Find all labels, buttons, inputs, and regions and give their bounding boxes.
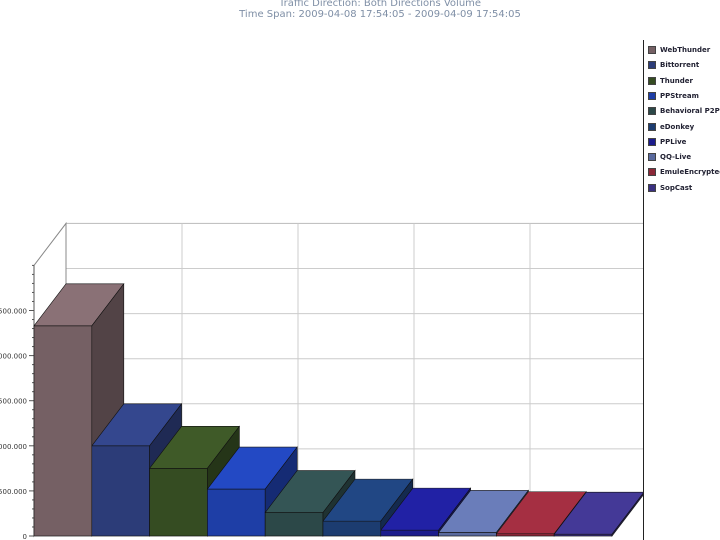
bar-front <box>380 529 439 537</box>
bar-front <box>438 532 497 537</box>
y-tick-label: 500.000 <box>0 488 27 496</box>
legend-swatch <box>648 46 656 54</box>
legend-label: PPLive <box>660 137 687 146</box>
legend-item: eDonkey <box>648 121 694 133</box>
chart-titles: Traffic Direction: Both Directions Volum… <box>0 0 720 20</box>
y-tick-label: 2000.000 <box>0 353 27 361</box>
legend-swatch <box>648 168 656 177</box>
legend-swatch <box>648 183 656 192</box>
legend-item: PPStream <box>648 90 699 102</box>
legend-swatch <box>648 107 656 116</box>
legend-label: Bittorrent <box>660 61 700 70</box>
legend-item: SopCast <box>648 182 692 194</box>
legend-swatch <box>648 91 656 100</box>
legend-label: Thunder <box>660 76 693 85</box>
legend-swatch <box>648 76 656 85</box>
bar-front <box>33 325 93 537</box>
y-tick-label: 1000.000 <box>0 443 27 451</box>
legend-item: WebThunder <box>648 44 710 56</box>
bar-front <box>149 468 208 537</box>
legend-label: eDonkey <box>660 122 695 131</box>
bar-front <box>264 512 324 537</box>
legend-item: Thunder <box>648 75 693 87</box>
legend-item: Behavioral P2P <box>648 105 720 117</box>
legend-item: EmuleEncrypted <box>648 166 720 178</box>
legend-label: PPStream <box>660 91 699 100</box>
legend-label: SopCast <box>660 183 693 192</box>
y-tick-label: 2500.000 <box>0 308 27 316</box>
legend-item: QQ-Live <box>648 151 691 163</box>
bar-front <box>496 533 555 537</box>
legend-label: WebThunder <box>660 46 711 54</box>
legend-swatch <box>648 153 656 162</box>
bar-front <box>207 488 266 537</box>
chart-subtitle: Time Span: 2009-04-08 17:54:05 - 2009-04… <box>239 9 521 20</box>
legend-swatch <box>648 122 656 131</box>
y-tick-label: 1500.000 <box>0 398 27 406</box>
legend-label: QQ-Live <box>660 153 692 162</box>
chart-title: Traffic Direction: Both Directions Volum… <box>278 0 482 9</box>
legend-label: EmuleEncrypted <box>660 168 720 177</box>
chart-legend: WebThunder Bittorrent Thunder PPStream Behav… <box>643 40 720 540</box>
legend-swatch <box>648 137 656 146</box>
legend-swatch <box>648 61 656 70</box>
legend-item: Bittorrent <box>648 59 699 71</box>
bar-front <box>322 520 382 537</box>
bar-front <box>91 445 150 537</box>
y-tick-label: 0 <box>23 533 27 540</box>
legend-label: Behavioral P2P <box>660 107 720 116</box>
legend-item: PPLive <box>648 136 686 148</box>
